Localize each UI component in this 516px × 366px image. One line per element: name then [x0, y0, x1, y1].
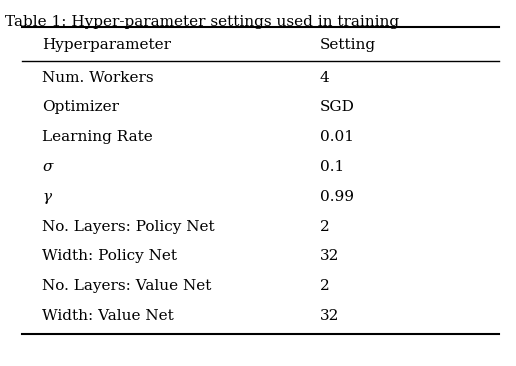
Text: Learning Rate: Learning Rate	[42, 130, 153, 144]
Text: Optimizer: Optimizer	[42, 100, 119, 115]
Text: Table 1: Hyper-parameter settings used in training: Table 1: Hyper-parameter settings used i…	[5, 15, 399, 29]
Text: Width: Policy Net: Width: Policy Net	[42, 249, 178, 264]
Text: Hyperparameter: Hyperparameter	[42, 38, 171, 52]
Text: No. Layers: Policy Net: No. Layers: Policy Net	[42, 220, 215, 234]
Text: 2: 2	[319, 220, 329, 234]
Text: 0.99: 0.99	[319, 190, 353, 204]
Text: γ: γ	[42, 190, 52, 204]
Text: 0.01: 0.01	[319, 130, 353, 144]
Text: σ: σ	[42, 160, 53, 174]
Text: No. Layers: Value Net: No. Layers: Value Net	[42, 279, 212, 293]
Text: 32: 32	[319, 249, 339, 264]
Text: 32: 32	[319, 309, 339, 323]
Text: 2: 2	[319, 279, 329, 293]
Text: 4: 4	[319, 71, 329, 85]
Text: Num. Workers: Num. Workers	[42, 71, 154, 85]
Text: Width: Value Net: Width: Value Net	[42, 309, 174, 323]
Text: SGD: SGD	[319, 100, 354, 115]
Text: Setting: Setting	[319, 38, 376, 52]
Text: 0.1: 0.1	[319, 160, 344, 174]
